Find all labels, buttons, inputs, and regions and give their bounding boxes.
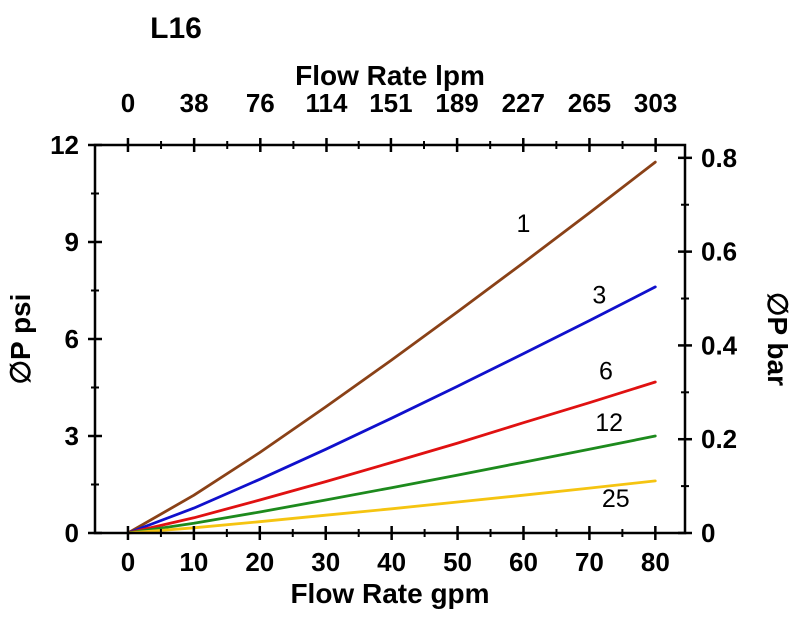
x-top-tick-label: 303 [634, 88, 677, 118]
x-top-tick-label: 0 [121, 88, 135, 118]
series-line-3 [126, 285, 657, 535]
y-right-tick-label: 0.4 [701, 330, 738, 360]
x-bottom-tick-label: 30 [311, 547, 340, 577]
x-bottom-tick-label: 70 [575, 547, 604, 577]
series-line-6 [126, 380, 657, 535]
x-bottom-tick-label: 80 [641, 547, 670, 577]
y-axis-left: 0 3 6 9 12 ∅P psi [5, 130, 102, 548]
x-axis-top-title: Flow Rate lpm [295, 60, 485, 91]
series-line-1 [126, 160, 657, 535]
x-top-tick-label: 76 [246, 88, 275, 118]
x-bottom-tick-label: 50 [443, 547, 472, 577]
x-top-tick-label: 38 [180, 88, 209, 118]
y-axis-right: 0 0.2 0.4 0.6 0.8 ∅P bar [678, 143, 793, 548]
series-label-6: 6 [599, 357, 613, 385]
y-right-tick-label: 0 [701, 518, 715, 548]
x-bottom-tick-label: 20 [245, 547, 274, 577]
y-left-tick-label: 0 [65, 518, 79, 548]
x-top-tick-label: 189 [435, 88, 478, 118]
x-bottom-tick-label: 0 [121, 547, 135, 577]
y-left-tick-label: 9 [65, 227, 79, 257]
plot-border [93, 143, 687, 535]
y-left-tick-label: 3 [65, 421, 79, 451]
series-lines: 1 3 6 12 25 [126, 160, 657, 535]
x-top-tick-label: 151 [369, 88, 412, 118]
chart-title: L16 [150, 12, 202, 45]
series-line-12 [126, 434, 657, 535]
x-axis-bottom: 0 10 20 30 40 50 60 70 80 Flow Rate gpm [121, 526, 670, 609]
x-top-tick-label: 227 [502, 88, 545, 118]
y-axis-left-title: ∅P psi [5, 294, 36, 385]
x-axis-bottom-title: Flow Rate gpm [290, 578, 489, 609]
y-left-tick-label: 12 [50, 130, 79, 160]
x-bottom-tick-label: 60 [509, 547, 538, 577]
y-right-tick-label: 0.6 [701, 237, 737, 267]
series-line-25 [126, 479, 657, 535]
series-label-1: 1 [517, 210, 531, 238]
x-bottom-tick-label: 10 [179, 547, 208, 577]
x-bottom-tick-label: 40 [377, 547, 406, 577]
x-axis-top: 0 38 76 114 151 189 227 265 303 Flow Rate lpm [121, 60, 677, 152]
series-label-12: 12 [595, 409, 623, 437]
series-label-3: 3 [592, 281, 606, 309]
y-right-tick-label: 0.8 [701, 143, 737, 173]
y-right-tick-label: 0.2 [701, 424, 737, 454]
y-axis-right-title: ∅P bar [762, 292, 793, 386]
x-top-tick-label: 114 [306, 88, 348, 118]
y-left-tick-label: 6 [65, 324, 79, 354]
x-top-tick-label: 265 [568, 88, 611, 118]
series-label-25: 25 [602, 485, 630, 513]
